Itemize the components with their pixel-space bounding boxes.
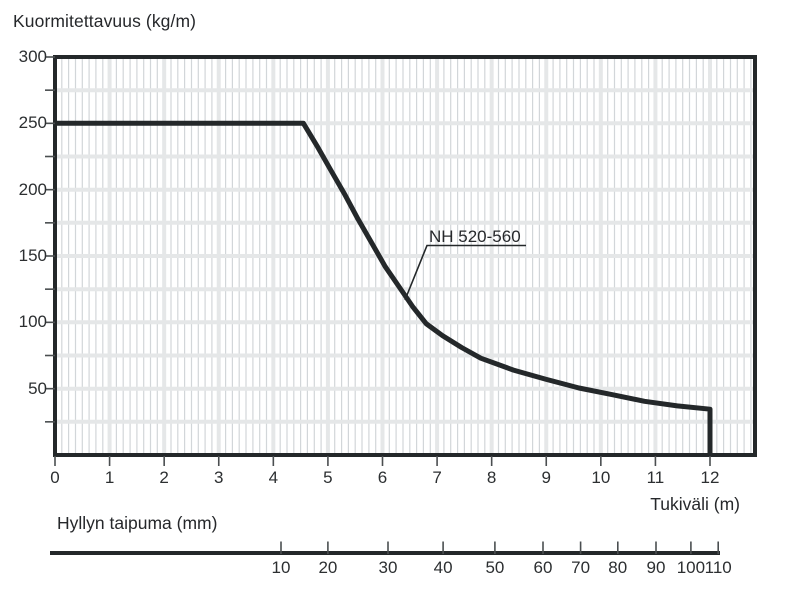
deflection-tick-label: 20 [318, 558, 338, 577]
x-axis-title: Tukiväli (m) [650, 494, 740, 514]
x-tick-label: 12 [700, 468, 720, 487]
deflection-scale-title: Hyllyn taipuma (mm) [57, 513, 218, 533]
x-tick-label: 5 [323, 468, 333, 487]
x-tick-label: 7 [432, 468, 442, 487]
y-axis-title: Kuormitettavuus (kg/m) [13, 11, 197, 31]
x-tick-label: 11 [646, 468, 665, 487]
y-tick-label: 200 [18, 179, 47, 199]
deflection-tick-label: 30 [378, 558, 398, 577]
deflection-tick-label: 90 [646, 558, 666, 577]
x-tick-label: 8 [486, 468, 497, 487]
x-tick-label: 9 [541, 468, 551, 487]
x-tick-label: 3 [214, 468, 224, 487]
x-tick-label: 1 [104, 468, 115, 487]
deflection-tick-label: 100 [676, 558, 706, 577]
y-tick-label: 150 [18, 246, 47, 265]
y-tick-label: 300 [18, 47, 47, 66]
y-tick-label: 50 [28, 378, 47, 398]
x-tick-label: 0 [50, 468, 60, 487]
x-tick-label: 6 [377, 468, 388, 487]
deflection-tick-label: 10 [271, 558, 291, 577]
series-label: NH 520-560 [429, 227, 521, 246]
deflection-tick-label: 40 [433, 558, 453, 577]
deflection-tick-label: 60 [533, 558, 553, 577]
deflection-tick-label: 70 [571, 558, 591, 577]
x-tick-label: 4 [268, 468, 279, 487]
deflection-tick-label: 50 [485, 558, 505, 577]
x-tick-label: 2 [159, 468, 169, 487]
deflection-tick-label: 110 [704, 558, 732, 577]
x-tick-label: 10 [591, 468, 611, 487]
y-tick-label: 250 [18, 113, 47, 133]
y-tick-label: 100 [18, 312, 47, 332]
deflection-tick-label: 80 [608, 558, 628, 577]
